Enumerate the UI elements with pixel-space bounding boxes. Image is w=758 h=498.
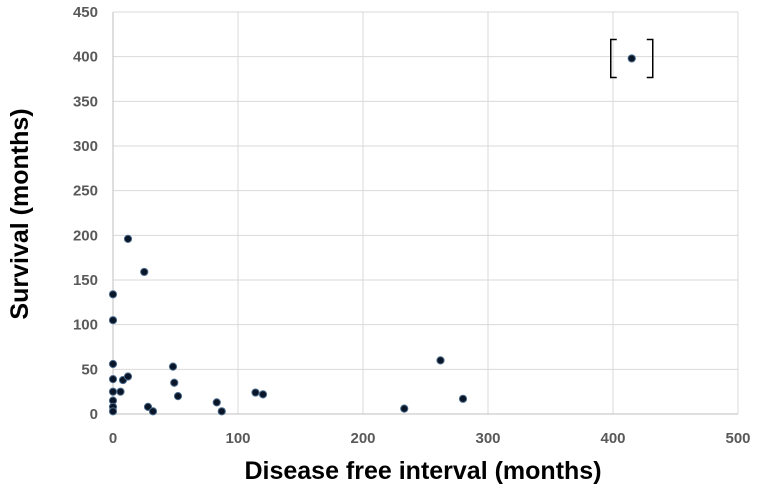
- data-point: [458, 394, 468, 403]
- data-point: [148, 407, 158, 416]
- data-point: [123, 234, 133, 244]
- annotations: [610, 38, 654, 79]
- y-tick-label: 150: [73, 272, 98, 289]
- outlier-bracket-left: [610, 38, 617, 79]
- data-point: [168, 362, 178, 371]
- x-axis-title: Disease free interval (months): [244, 457, 601, 485]
- x-tick-label: 0: [109, 430, 117, 447]
- y-tick-label: 50: [81, 361, 98, 378]
- data-point: [258, 390, 268, 399]
- y-axis-title: Survival (months): [6, 108, 34, 319]
- y-tick-label: 0: [90, 406, 98, 423]
- data-point: [400, 404, 409, 413]
- axes: [112, 12, 738, 415]
- data-point: [140, 267, 149, 277]
- x-tick-label: 500: [725, 430, 750, 447]
- outlier-bracket-right: [646, 38, 654, 79]
- data-point: [627, 54, 636, 63]
- data-point: [108, 316, 118, 325]
- x-tick-label: 300: [475, 430, 500, 447]
- data-point: [116, 387, 125, 396]
- y-tick-label: 200: [73, 227, 98, 244]
- y-tick-label: 250: [73, 183, 98, 200]
- data-point: [436, 356, 445, 365]
- x-tick-label: 200: [350, 430, 375, 447]
- data-point: [123, 372, 133, 381]
- data-point: [108, 375, 118, 384]
- x-tick-label: 400: [600, 430, 625, 447]
- y-tick-label: 100: [73, 317, 98, 334]
- y-tick-label: 350: [73, 93, 98, 110]
- y-tick-label: 450: [73, 4, 98, 21]
- y-tick-label: 400: [73, 49, 98, 66]
- data-point: [212, 398, 221, 407]
- data-point: [170, 378, 179, 387]
- y-tick-label: 300: [73, 138, 98, 155]
- tick-labels: 0 50 100 150 200 250 300 350 400 450 0 100 200 300 400…: [73, 4, 751, 447]
- data-point: [108, 407, 118, 416]
- data-point: [251, 388, 260, 397]
- data-points: [108, 54, 636, 416]
- data-point: [143, 402, 153, 411]
- gridlines: [113, 11, 739, 414]
- data-point: [108, 387, 118, 396]
- data-point: [217, 407, 226, 416]
- data-point: [173, 392, 183, 401]
- data-point: [108, 359, 118, 369]
- data-point: [108, 290, 118, 299]
- x-tick-label: 100: [225, 430, 250, 447]
